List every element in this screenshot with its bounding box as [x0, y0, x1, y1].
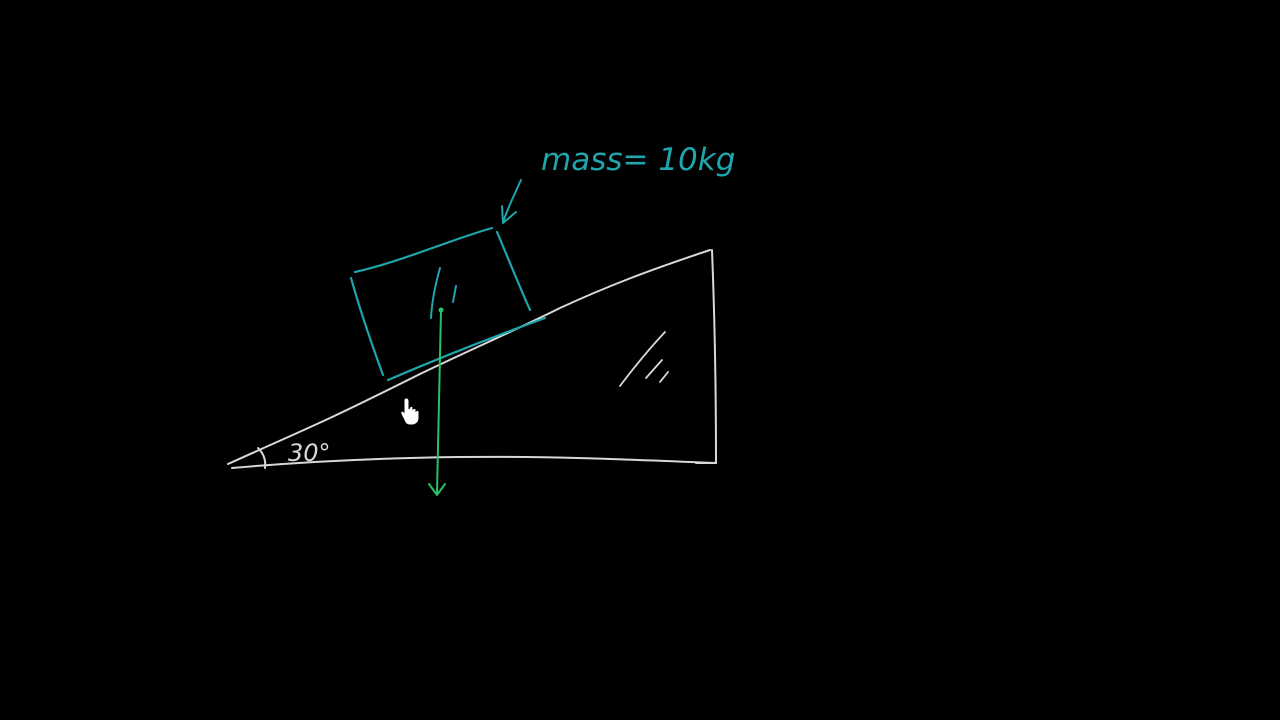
incline-base [231, 455, 717, 469]
hatch-mark-3 [659, 371, 669, 383]
hatch-mark-1 [619, 331, 666, 387]
angle-arc [257, 447, 267, 469]
angle-label: 30° [288, 439, 331, 467]
force-arrow-shaft [436, 309, 442, 494]
inclined-plane [227, 249, 717, 469]
gravity-force-arrow [428, 307, 446, 496]
center-of-mass-dot [438, 307, 444, 313]
block-left-edge [349, 276, 385, 377]
hatch-mark-2 [645, 359, 663, 379]
mass-pointer-arrow [502, 179, 522, 223]
hand-pointer-icon [400, 397, 420, 426]
incline-hypotenuse [227, 249, 711, 465]
block-top-edge [353, 226, 494, 274]
block-bottom-edge [386, 316, 547, 382]
force-arrow-head [428, 483, 446, 496]
block-center-mark-2 [452, 285, 457, 303]
mass-pointer-arrowhead [501, 205, 517, 224]
block [349, 179, 547, 382]
mass-label: mass= 10kg [541, 142, 735, 178]
block-right-edge [495, 230, 532, 312]
incline-vertical-side [711, 249, 717, 464]
block-center-mark-1 [430, 267, 441, 319]
